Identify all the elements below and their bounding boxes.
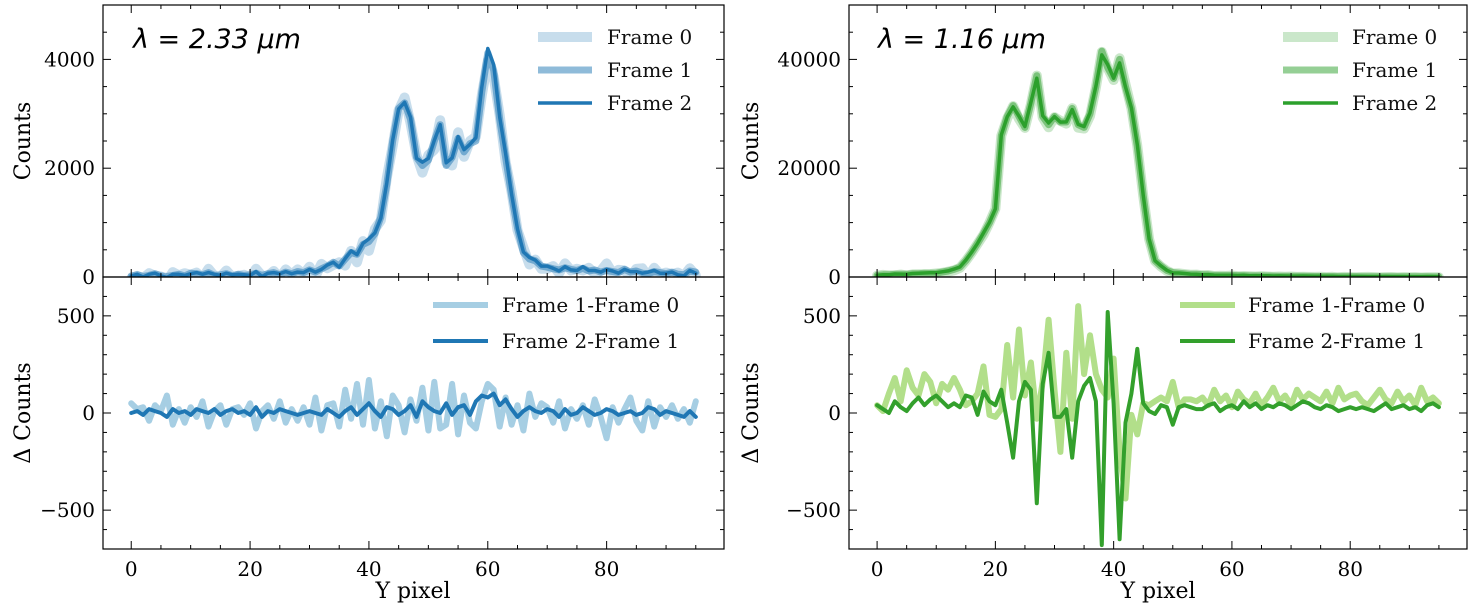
x-tick-label: 40: [1101, 557, 1126, 581]
series-line-frame-1: [127, 49, 700, 277]
legend-label: Frame 2: [1352, 91, 1437, 115]
series-group: [874, 303, 1442, 548]
y-tick-label: 2000: [44, 156, 95, 180]
series-group: [126, 46, 701, 277]
series-group: [128, 377, 699, 442]
series-line-frame2-minus-frame1: [875, 310, 1441, 548]
series-line-frame-2: [875, 53, 1441, 277]
legend-bottom-right: Frame 1-Frame 0 Frame 2-Frame 1: [1180, 293, 1425, 353]
panel-annotation-left: λ = 2.33 μm: [131, 24, 301, 55]
xlabel-left: Y pixel: [374, 579, 450, 604]
y-tick-label: 0: [82, 265, 95, 289]
legend-label: Frame 0: [1352, 25, 1437, 49]
legend-bottom-left: Frame 1-Frame 0 Frame 2-Frame 1: [433, 293, 679, 353]
x-tick-label: 60: [1219, 557, 1244, 581]
series-line-frame1-minus-frame0: [874, 303, 1442, 502]
y-tick-label: 500: [803, 304, 841, 328]
y-tick-label: 4000: [44, 47, 95, 71]
ylabel-bottom-left: Δ Counts: [11, 362, 36, 463]
ylabel-top-right: Counts: [739, 102, 764, 181]
series-line-frame-2: [129, 46, 698, 277]
panel-annotation-right: λ = 1.16 μm: [876, 24, 1046, 55]
legend-label: Frame 2: [607, 91, 692, 115]
panel-bottom-left: 0 20 40 60 80 −500 0 500: [40, 276, 725, 581]
y-tick-label: 500: [57, 304, 95, 328]
series-line-frame2-minus-frame1: [129, 391, 698, 419]
series-line-frame-1: [873, 47, 1443, 277]
x-tick-label: 20: [983, 557, 1008, 581]
ylabel-bottom-right: Δ Counts: [739, 362, 764, 463]
panel-bottom-right: 0 20 40 60 80 −500 0 500: [786, 276, 1468, 581]
y-tick-label: −500: [786, 498, 841, 522]
y-tick-label: −500: [40, 498, 95, 522]
y-tick-label: 40000: [777, 47, 841, 71]
x-tick-label: 0: [125, 557, 138, 581]
x-tick-label: 40: [356, 557, 381, 581]
legend-label: Frame 0: [607, 25, 692, 49]
legend-label: Frame 1: [607, 58, 692, 82]
legend-label: Frame 1-Frame 0: [502, 293, 679, 317]
legend-label: Frame 2-Frame 1: [1248, 329, 1425, 353]
legend-top-left: Frame 0 Frame 1 Frame 2: [538, 25, 692, 115]
y-tick-label: 0: [828, 265, 841, 289]
legend-label: Frame 1: [1352, 58, 1437, 82]
panel-top-left: 0 2000 4000: [44, 4, 725, 289]
series-line-frame-0: [872, 46, 1444, 277]
x-tick-label: 80: [1337, 557, 1362, 581]
y-tick-label: 0: [828, 401, 841, 425]
legend-label: Frame 2-Frame 1: [502, 329, 679, 353]
x-tick-label: 80: [594, 557, 619, 581]
y-tick-label: 20000: [777, 156, 841, 180]
y-tick-label: 0: [82, 401, 95, 425]
legend-label: Frame 1-Frame 0: [1248, 293, 1425, 317]
x-tick-label: 60: [475, 557, 500, 581]
series-group: [872, 46, 1444, 277]
xlabel-right: Y pixel: [1119, 579, 1195, 604]
x-tick-label: 0: [871, 557, 884, 581]
legend-top-right: Frame 0 Frame 1 Frame 2: [1283, 25, 1437, 115]
x-tick-label: 20: [237, 557, 262, 581]
ylabel-top-left: Counts: [11, 102, 36, 181]
